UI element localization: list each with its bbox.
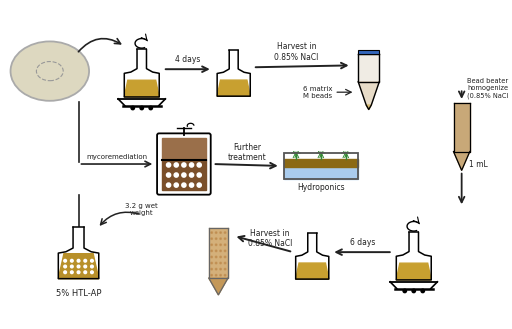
- Circle shape: [224, 250, 226, 252]
- Circle shape: [211, 268, 212, 270]
- Circle shape: [211, 274, 212, 276]
- Text: 4 days: 4 days: [175, 55, 200, 64]
- Circle shape: [197, 183, 201, 187]
- Circle shape: [77, 259, 80, 262]
- Text: 3.2 g wet
weight: 3.2 g wet weight: [125, 203, 158, 215]
- Circle shape: [224, 256, 226, 258]
- Text: Further
treatment: Further treatment: [228, 143, 267, 162]
- Circle shape: [211, 256, 212, 258]
- Polygon shape: [454, 103, 470, 152]
- Circle shape: [166, 163, 170, 167]
- Circle shape: [84, 271, 87, 274]
- Text: 6 matrix
M beads: 6 matrix M beads: [303, 86, 332, 99]
- Circle shape: [64, 265, 67, 268]
- Circle shape: [412, 289, 415, 293]
- Circle shape: [220, 268, 221, 270]
- Polygon shape: [366, 105, 371, 110]
- Polygon shape: [284, 159, 358, 167]
- Circle shape: [211, 250, 212, 252]
- Polygon shape: [454, 152, 470, 170]
- Circle shape: [224, 232, 226, 233]
- Circle shape: [421, 289, 424, 293]
- Circle shape: [182, 163, 186, 167]
- Circle shape: [211, 244, 212, 245]
- Circle shape: [77, 265, 80, 268]
- Ellipse shape: [11, 41, 89, 101]
- Circle shape: [224, 244, 226, 245]
- Circle shape: [189, 183, 194, 187]
- Circle shape: [211, 238, 212, 240]
- Text: Bead beater
homogenize
(0.85% NaCl: Bead beater homogenize (0.85% NaCl: [467, 78, 509, 99]
- Circle shape: [216, 232, 217, 233]
- Text: 6 days: 6 days: [350, 238, 376, 247]
- Polygon shape: [396, 263, 431, 280]
- Circle shape: [64, 271, 67, 274]
- Polygon shape: [162, 160, 206, 190]
- Circle shape: [174, 163, 178, 167]
- Polygon shape: [217, 80, 250, 96]
- Text: 1 mL: 1 mL: [470, 161, 488, 169]
- Circle shape: [91, 271, 93, 274]
- Polygon shape: [284, 167, 358, 179]
- Circle shape: [224, 238, 226, 240]
- Polygon shape: [58, 254, 99, 279]
- Polygon shape: [296, 263, 329, 279]
- Circle shape: [216, 238, 217, 240]
- Circle shape: [216, 256, 217, 258]
- Circle shape: [166, 173, 170, 177]
- Circle shape: [71, 265, 73, 268]
- Circle shape: [131, 106, 135, 110]
- Polygon shape: [358, 54, 379, 82]
- Circle shape: [84, 265, 87, 268]
- Circle shape: [197, 173, 201, 177]
- Circle shape: [182, 183, 186, 187]
- Circle shape: [71, 271, 73, 274]
- Circle shape: [91, 265, 93, 268]
- Circle shape: [403, 289, 407, 293]
- Polygon shape: [209, 228, 228, 278]
- Circle shape: [174, 173, 178, 177]
- Circle shape: [216, 250, 217, 252]
- Circle shape: [149, 106, 153, 110]
- Circle shape: [220, 250, 221, 252]
- Polygon shape: [209, 278, 228, 295]
- Circle shape: [220, 256, 221, 258]
- Circle shape: [224, 262, 226, 264]
- Circle shape: [220, 238, 221, 240]
- Circle shape: [64, 259, 67, 262]
- Circle shape: [182, 173, 186, 177]
- Text: Hydroponics: Hydroponics: [297, 183, 345, 191]
- Circle shape: [174, 183, 178, 187]
- Circle shape: [91, 259, 93, 262]
- Circle shape: [189, 163, 194, 167]
- Circle shape: [166, 183, 170, 187]
- Text: mycoremediation: mycoremediation: [87, 154, 147, 160]
- FancyBboxPatch shape: [358, 50, 379, 54]
- Text: Harvest in
0.85% NaCl: Harvest in 0.85% NaCl: [248, 229, 292, 248]
- Circle shape: [140, 106, 143, 110]
- Text: Harvest in
0.85% NaCl: Harvest in 0.85% NaCl: [274, 42, 318, 62]
- Circle shape: [220, 232, 221, 233]
- Circle shape: [197, 163, 201, 167]
- Circle shape: [211, 232, 212, 233]
- Circle shape: [71, 259, 73, 262]
- Circle shape: [216, 262, 217, 264]
- Circle shape: [216, 268, 217, 270]
- Circle shape: [224, 274, 226, 276]
- Circle shape: [84, 259, 87, 262]
- Polygon shape: [124, 80, 159, 97]
- Polygon shape: [162, 138, 206, 160]
- Text: 5% HTL-AP: 5% HTL-AP: [56, 289, 101, 298]
- Circle shape: [220, 274, 221, 276]
- Circle shape: [220, 244, 221, 245]
- Circle shape: [220, 262, 221, 264]
- Circle shape: [216, 244, 217, 245]
- Polygon shape: [358, 82, 379, 105]
- Circle shape: [216, 274, 217, 276]
- Circle shape: [189, 173, 194, 177]
- Circle shape: [224, 268, 226, 270]
- Circle shape: [211, 262, 212, 264]
- Circle shape: [77, 271, 80, 274]
